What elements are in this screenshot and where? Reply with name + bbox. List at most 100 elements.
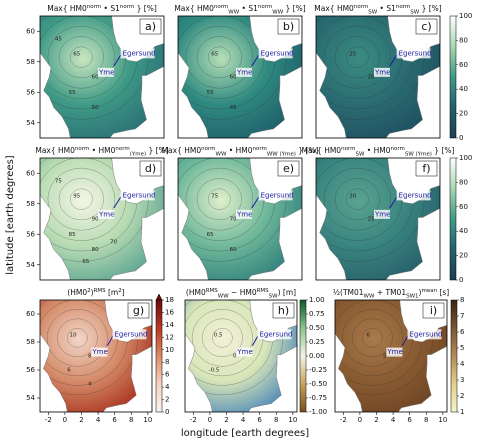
contour-label: 55 [69,90,76,96]
title-part: SW (Yme) [405,151,432,157]
contour-label: 45 [55,36,62,42]
x-tick-label: 2 [224,416,228,424]
colorbar-tick-label: 2 [165,396,169,404]
x-tick-label: -2 [340,416,347,424]
site-line [251,196,260,209]
title-part: norm [258,4,272,10]
y-tick-label: 56 [26,366,35,374]
land [247,345,297,412]
contour-label: 75 [211,194,218,200]
title-part: Max{ HM0 [314,4,354,13]
contour [58,178,104,221]
colorbar-tick-label: 0.75 [309,310,325,318]
site-box [97,209,114,219]
colorbar-scale [450,299,458,413]
x-tick-label: 4 [96,416,101,424]
title-part: norm [120,4,134,10]
title-part: RMS [257,288,270,294]
site-box [373,209,390,219]
y-axis-label: latitude [earth degrees] [5,155,16,275]
land [385,208,440,280]
colorbar-tick-label: 0 [165,408,169,416]
contour-label: 70 [230,217,237,223]
colorbar-tick-label: 8 [165,358,169,366]
y-tick-label: 54 [26,394,35,402]
panel-title: Max{ HM0normSW • HM0normSW (Yme) } [%] [302,146,455,158]
land [40,333,68,412]
site-line [113,54,122,67]
site-box [373,67,390,77]
contour-label: 90 [92,217,99,223]
contour [341,309,403,367]
site-label: Egersund [409,330,442,338]
site-label: Yme [91,348,107,356]
site-box [396,48,431,59]
contour-label: 80 [92,247,99,253]
title-part: SW [368,9,377,15]
letter-box [127,302,150,319]
contour-label: 65 [73,52,80,58]
colorbar-tick-label: 20 [459,110,468,118]
title-part: ) [91,288,94,297]
x-tick-label: 4 [241,416,246,424]
colorbar-tick-label: 6 [460,328,465,336]
y-tick-label: 54 [26,261,35,269]
colorbar-tick-label: -0.25 [309,366,327,374]
site-label: Yme [236,68,252,76]
colorbar-tick-label: -0.50 [309,380,327,388]
colorbar-tick-label: -0.75 [309,394,327,402]
colorbar-tick-label: 4 [460,360,465,368]
frame [177,15,303,139]
site-box [97,67,114,77]
letter-box [277,18,300,35]
land [109,66,164,138]
y-tick-label: 54 [26,119,35,127]
title-part: } [%] [432,146,455,155]
title-part: norm [214,4,228,10]
title-part: Max{ HM0 [302,146,342,155]
contour [207,46,231,68]
site-box [112,329,147,340]
site-label: Egersund [123,191,156,199]
title-part: RMS [94,288,107,294]
panel-letter: e) [283,162,294,175]
site-box [236,347,253,357]
colorbar-scale [449,15,457,139]
contour [69,46,93,68]
land [109,208,164,280]
x-tick-label: 10 [143,416,152,424]
contour-label: -0.5 [209,368,220,374]
land [40,52,71,138]
contour-label: 30 [349,194,356,200]
colorbar-tick-label: 0.00 [309,352,325,360]
colorbar-tick-label: 2 [460,392,464,400]
colorbar-tick-label: 0.25 [309,338,325,346]
contour [196,36,242,79]
site-box [407,329,442,340]
y-tick-label: 60 [26,169,35,177]
panel-letter: c) [421,20,431,33]
title-part: ) [419,288,422,297]
x-tick-label: 6 [407,416,412,424]
contour-label: 4 [88,382,92,388]
colorbar-tick-label: 7 [460,312,464,320]
letter-box [415,18,438,35]
contour [362,328,383,348]
title-part: norm [201,146,215,152]
x-tick-label: 2 [79,416,83,424]
colorbar-tick-label: 100 [459,154,472,162]
colorbar: -1.00 -0.75 -0.50 -0.25 0.00 0.25 0.50 0.75 1.00 [299,296,327,416]
contour [185,167,254,231]
title-part: } [%] [419,4,442,13]
letter-box [415,160,438,177]
site-label: Egersund [399,49,432,57]
land [178,52,209,138]
y-tick-label: 60 [26,310,35,318]
site-label: Yme [98,68,114,76]
colorbar: 0 2 4 6 8 10 12 14 16 18 [155,293,174,416]
letter-box [139,18,162,35]
